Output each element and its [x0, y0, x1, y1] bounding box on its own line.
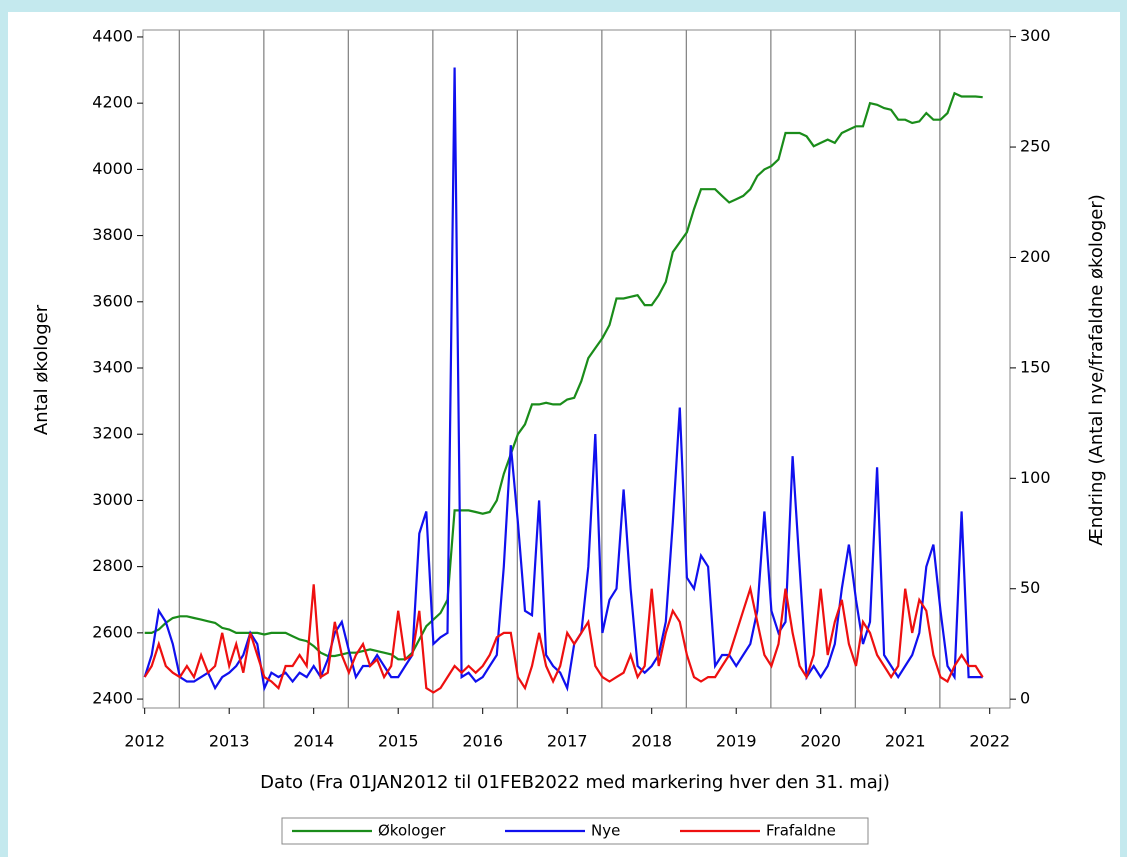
y-tick-label: 2800 — [92, 556, 133, 575]
legend-label: Nye — [591, 822, 620, 840]
y2-tick-label: 100 — [1020, 468, 1051, 487]
y2-tick-label: 0 — [1020, 689, 1030, 708]
y-axis-label: Antal økologer — [31, 304, 52, 435]
y-tick-label: 2400 — [92, 689, 133, 708]
y-tick-label: 3200 — [92, 424, 133, 443]
x-tick-label: 2014 — [293, 732, 334, 751]
panel — [8, 12, 1120, 857]
y-tick-label: 3600 — [92, 291, 133, 310]
y-tick-label: 3400 — [92, 358, 133, 377]
legend-label: Frafaldne — [766, 822, 836, 840]
x-tick-label: 2019 — [716, 732, 757, 751]
legend — [281, 817, 869, 845]
x-tick-label: 2015 — [378, 732, 419, 751]
legend-label: Økologer — [378, 822, 446, 840]
y-tick-label: 3000 — [92, 490, 133, 509]
y-tick-label: 2600 — [92, 622, 133, 641]
y2-tick-label: 300 — [1020, 26, 1051, 45]
x-tick-label: 2017 — [547, 732, 588, 751]
x-tick-label: 2022 — [969, 732, 1010, 751]
x-tick-label: 2018 — [631, 732, 672, 751]
series-line — [143, 584, 984, 694]
y2-axis-label: Ændring (Antal nye/frafaldne økologer) — [1086, 194, 1107, 546]
x-tick-label: 2020 — [800, 732, 841, 751]
series-line — [143, 67, 983, 692]
y-tick-label: 4000 — [92, 159, 133, 178]
y-tick-label: 4200 — [92, 93, 133, 112]
x-tick-label: 2012 — [124, 732, 165, 751]
y2-tick-label: 150 — [1020, 357, 1051, 376]
y2-tick-label: 250 — [1020, 137, 1051, 156]
series-line — [144, 91, 983, 661]
y2-tick-label: 50 — [1020, 578, 1040, 597]
y2-tick-label: 200 — [1020, 247, 1051, 266]
x-tick-label: 2016 — [462, 732, 503, 751]
y-tick-label: 3800 — [92, 225, 133, 244]
x-tick-label: 2013 — [209, 732, 250, 751]
x-tick-label: 2021 — [885, 732, 926, 751]
x-axis-label: Dato (Fra 01JAN2012 til 01FEB2022 med ma… — [260, 772, 890, 793]
y-tick-label: 4400 — [92, 26, 133, 45]
plot-frame — [142, 29, 1011, 709]
